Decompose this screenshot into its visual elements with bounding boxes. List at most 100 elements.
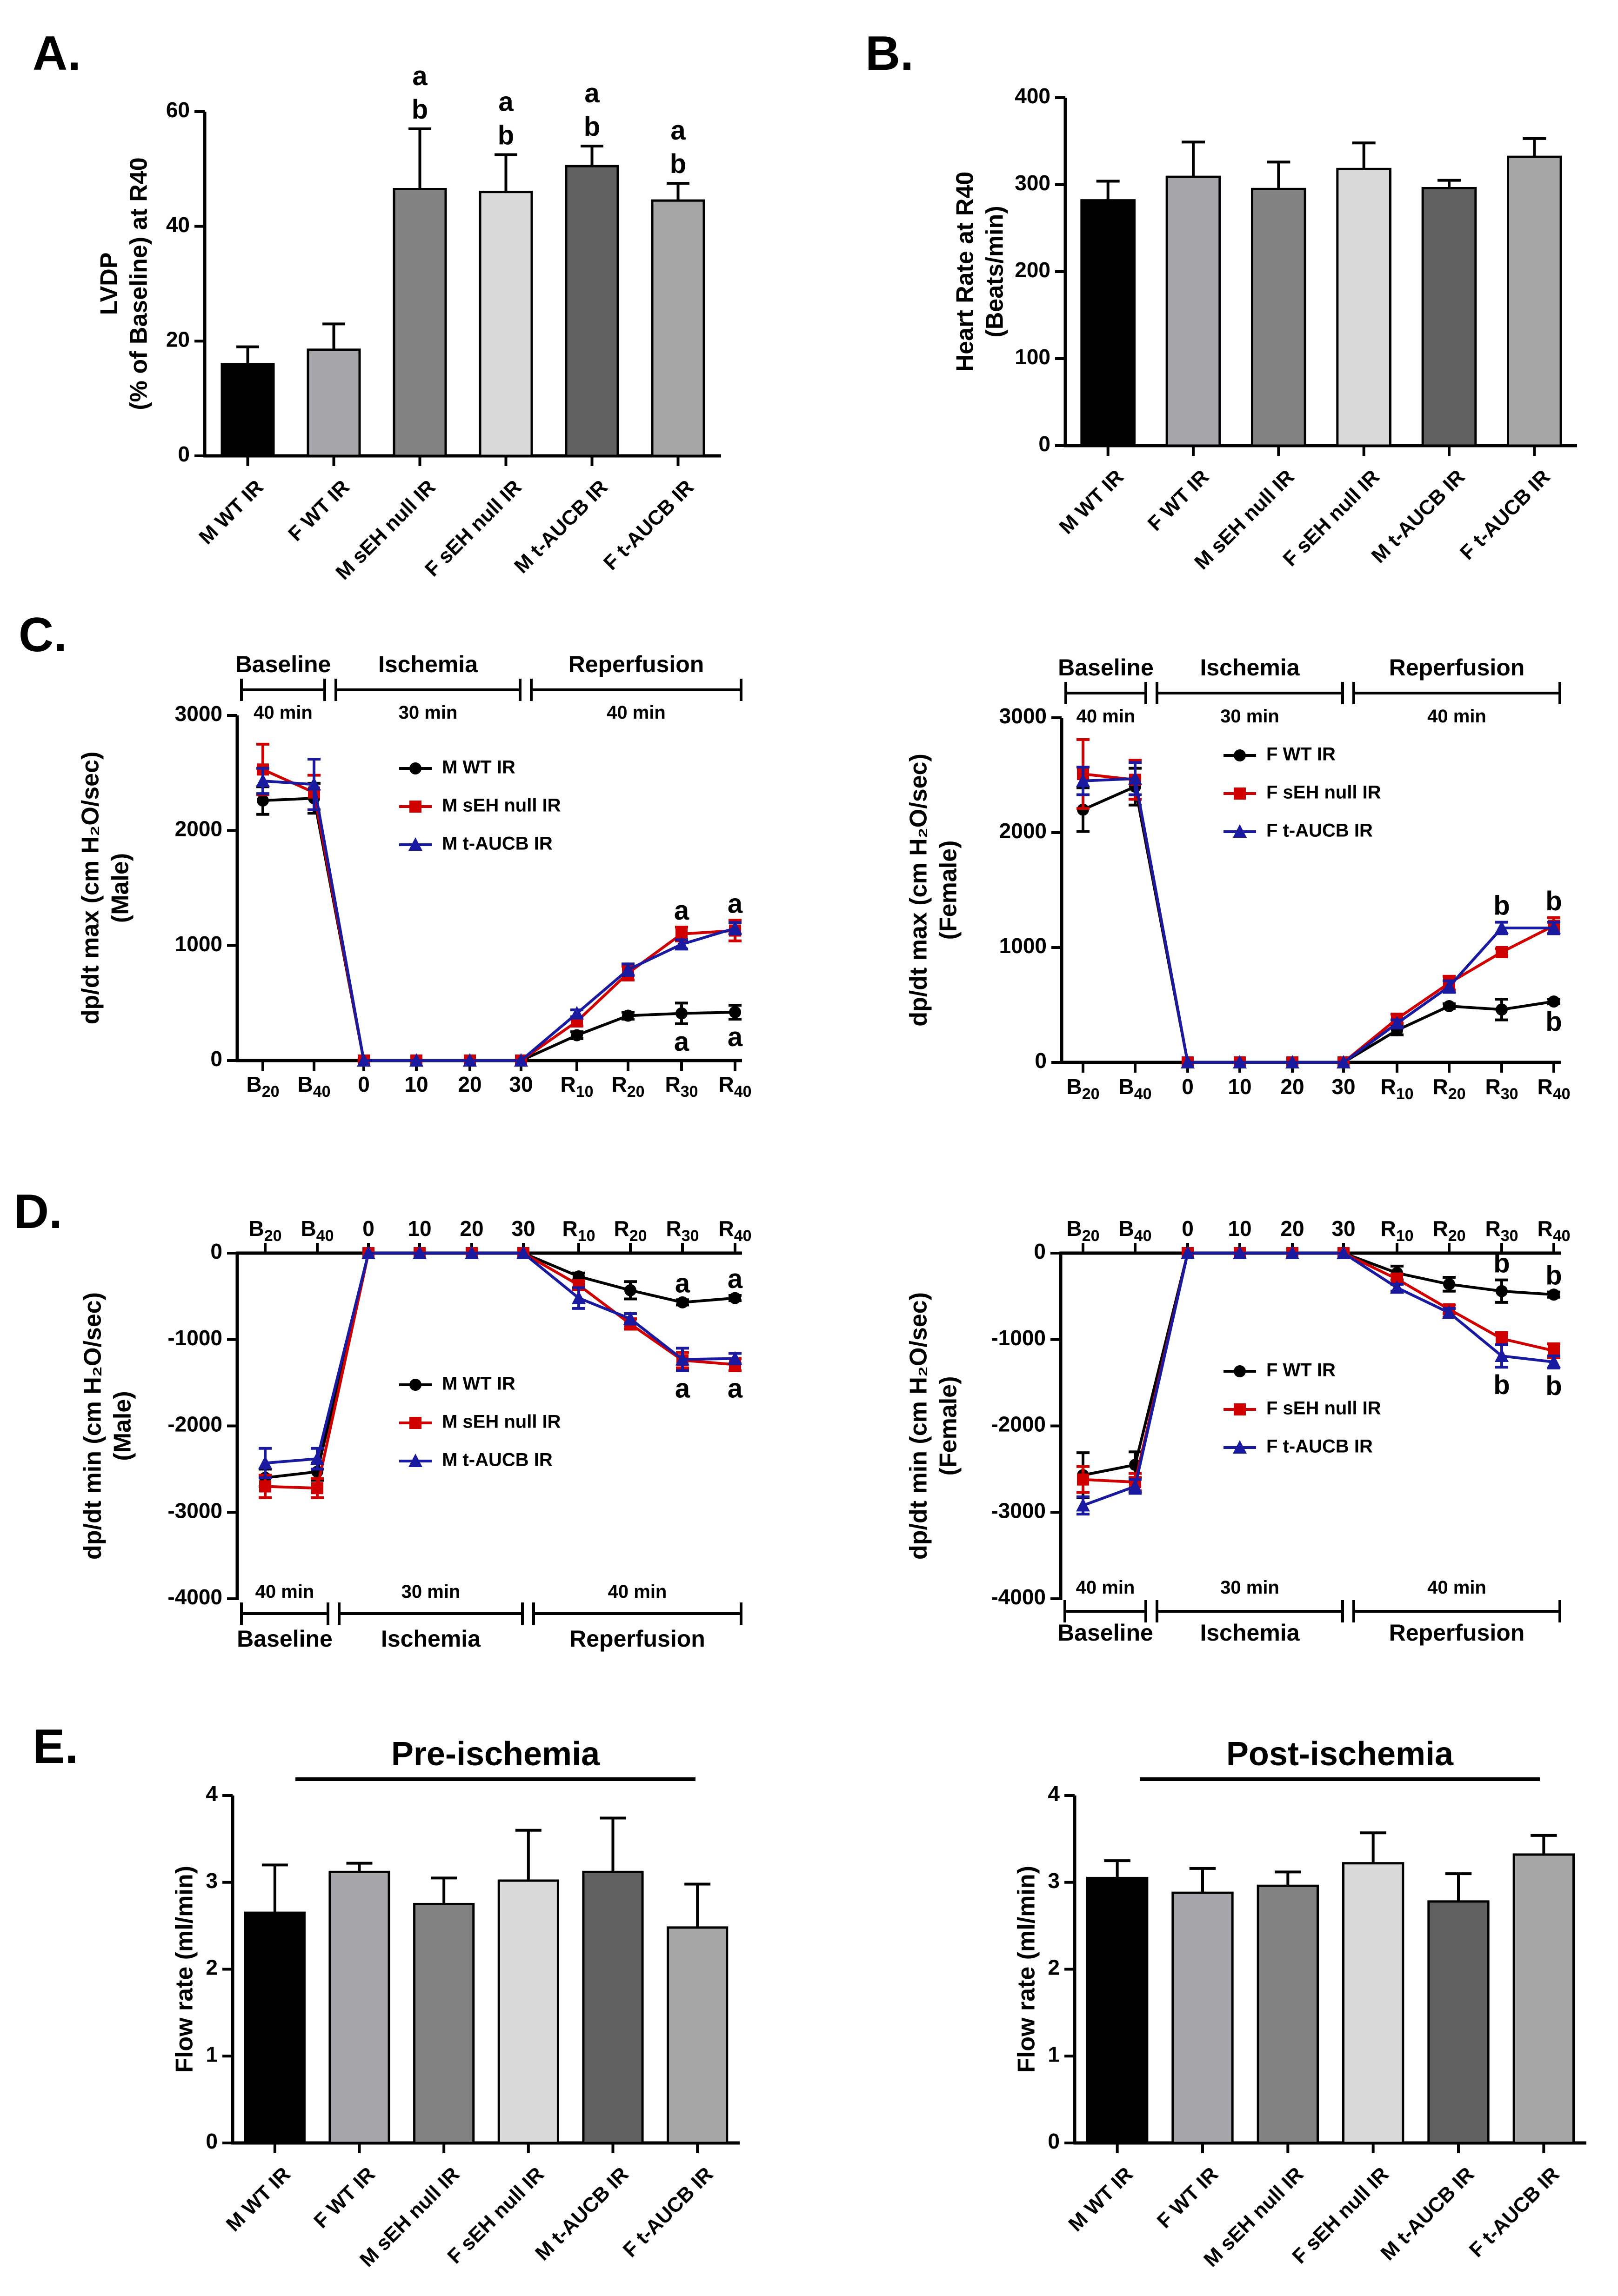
phase-duration: 30 min bbox=[401, 1582, 461, 1602]
x-tick-label: B20 bbox=[246, 1072, 279, 1101]
x-tick-main: R bbox=[1537, 1075, 1552, 1099]
y-axis-label: (Female) bbox=[935, 1376, 962, 1476]
x-tick-sub: 40 bbox=[313, 1083, 331, 1101]
bar bbox=[307, 348, 361, 457]
legend-label: F WT IR bbox=[1266, 744, 1336, 765]
x-tick-sub: 30 bbox=[1501, 1085, 1518, 1103]
x-tick-main: R bbox=[1380, 1075, 1396, 1099]
phase-name: Ischemia bbox=[1200, 1620, 1300, 1646]
x-tick-sub: 40 bbox=[734, 1227, 752, 1245]
phase-duration: 40 min bbox=[607, 702, 666, 723]
category-label: M WT IR bbox=[1055, 465, 1128, 538]
category-label: F WT IR bbox=[309, 2163, 379, 2232]
y-axis-label: (% of Baseline) at R40 bbox=[126, 157, 153, 410]
bar bbox=[393, 188, 447, 457]
y-tick-label: 4 bbox=[1048, 1782, 1060, 1806]
marker-circle bbox=[571, 1029, 583, 1041]
marker-circle bbox=[675, 1007, 688, 1020]
x-tick-label: R10 bbox=[1380, 1216, 1413, 1245]
marker-triangle bbox=[465, 1246, 479, 1259]
x-tick-main: 10 bbox=[1228, 1075, 1251, 1099]
y-tick-label: 2000 bbox=[175, 816, 222, 841]
x-tick-sub: 10 bbox=[576, 1083, 594, 1101]
marker-circle bbox=[622, 1009, 634, 1022]
significance-letter: a bbox=[412, 61, 428, 91]
x-tick-sub: 30 bbox=[1501, 1227, 1518, 1245]
marker-triangle bbox=[1547, 921, 1561, 934]
y-tick-label: -3000 bbox=[167, 1498, 222, 1522]
category-label: F t-AUCB IR bbox=[599, 475, 698, 574]
x-tick-label: R20 bbox=[614, 1216, 647, 1245]
x-tick-label: B20 bbox=[1066, 1216, 1099, 1245]
bar bbox=[328, 1870, 390, 2144]
x-tick-label: 20 bbox=[460, 1216, 483, 1241]
marker-triangle bbox=[413, 1246, 427, 1259]
y-tick-label: -1000 bbox=[991, 1326, 1046, 1350]
x-tick-label: R30 bbox=[1485, 1216, 1518, 1245]
significance-letter: a bbox=[675, 1374, 690, 1404]
x-tick-main: R bbox=[1537, 1216, 1552, 1241]
series-line bbox=[1083, 773, 1555, 1064]
x-tick-main: 0 bbox=[1182, 1075, 1194, 1099]
x-tick-label: R30 bbox=[665, 1072, 698, 1101]
x-tick-sub: 20 bbox=[1082, 1227, 1100, 1245]
marker-triangle bbox=[728, 921, 742, 934]
x-tick-main: 20 bbox=[1280, 1216, 1304, 1241]
marker-circle bbox=[1548, 995, 1560, 1008]
x-tick-main: B bbox=[1066, 1075, 1082, 1099]
y-tick-label: 0 bbox=[210, 1047, 222, 1071]
y-axis-label: dp/dt max (cm H₂O/sec) bbox=[905, 754, 932, 1027]
x-tick-sub: 40 bbox=[1553, 1227, 1571, 1245]
x-tick-main: B bbox=[248, 1216, 264, 1241]
category-label: M WT IR bbox=[1064, 2163, 1137, 2236]
x-tick-main: R bbox=[665, 1072, 680, 1096]
legend-label: M sEH null IR bbox=[442, 795, 561, 816]
significance-letter: b bbox=[1493, 1370, 1510, 1400]
y-tick-label: 2 bbox=[1048, 1956, 1060, 1980]
phase-duration: 40 min bbox=[1427, 706, 1486, 727]
phase-name: Baseline bbox=[1058, 654, 1154, 681]
significance-letter: a bbox=[584, 78, 600, 108]
legend-label: M t-AUCB IR bbox=[442, 1450, 553, 1470]
x-tick-main: R bbox=[562, 1216, 577, 1241]
bar bbox=[1080, 199, 1136, 447]
x-tick-main: B bbox=[1118, 1075, 1134, 1099]
phase-name: Baseline bbox=[1057, 1620, 1153, 1646]
bar bbox=[244, 1911, 306, 2144]
y-tick-label: -2000 bbox=[991, 1412, 1046, 1436]
chart-title: Pre-ischemia bbox=[391, 1735, 600, 1773]
phase-name: Ischemia bbox=[378, 651, 478, 677]
legend-label: M t-AUCB IR bbox=[442, 834, 553, 854]
bar bbox=[1336, 167, 1391, 447]
marker-triangle bbox=[1128, 1479, 1142, 1493]
x-tick-sub: 30 bbox=[681, 1083, 698, 1101]
phase-duration: 30 min bbox=[399, 702, 458, 723]
bar bbox=[497, 1879, 559, 2144]
x-tick-label: R20 bbox=[611, 1072, 644, 1101]
x-tick-sub: 40 bbox=[1553, 1085, 1571, 1103]
marker-circle bbox=[1496, 1285, 1508, 1297]
bar bbox=[1507, 155, 1562, 447]
x-tick-label: R40 bbox=[1537, 1216, 1570, 1245]
significance-letter: b bbox=[412, 94, 428, 125]
x-tick-main: R bbox=[560, 1072, 575, 1096]
marker-triangle bbox=[408, 1454, 422, 1467]
panel-label-b: B. bbox=[865, 27, 914, 80]
y-tick-label: -3000 bbox=[991, 1498, 1046, 1522]
marker-triangle bbox=[728, 1351, 742, 1365]
y-tick-label: 300 bbox=[1015, 171, 1050, 195]
x-tick-label: R20 bbox=[1432, 1075, 1465, 1103]
y-tick-label: 1 bbox=[206, 2042, 218, 2066]
bar bbox=[1251, 187, 1306, 447]
y-tick-label: 0 bbox=[1034, 1239, 1046, 1263]
x-tick-sub: 20 bbox=[627, 1083, 645, 1101]
y-tick-label: 3 bbox=[1048, 1869, 1060, 1893]
marker-triangle bbox=[256, 773, 270, 787]
bar bbox=[1171, 1891, 1234, 2144]
y-tick-label: 0 bbox=[178, 442, 190, 466]
x-tick-label: 30 bbox=[1331, 1075, 1355, 1099]
x-tick-label: B40 bbox=[297, 1072, 330, 1101]
